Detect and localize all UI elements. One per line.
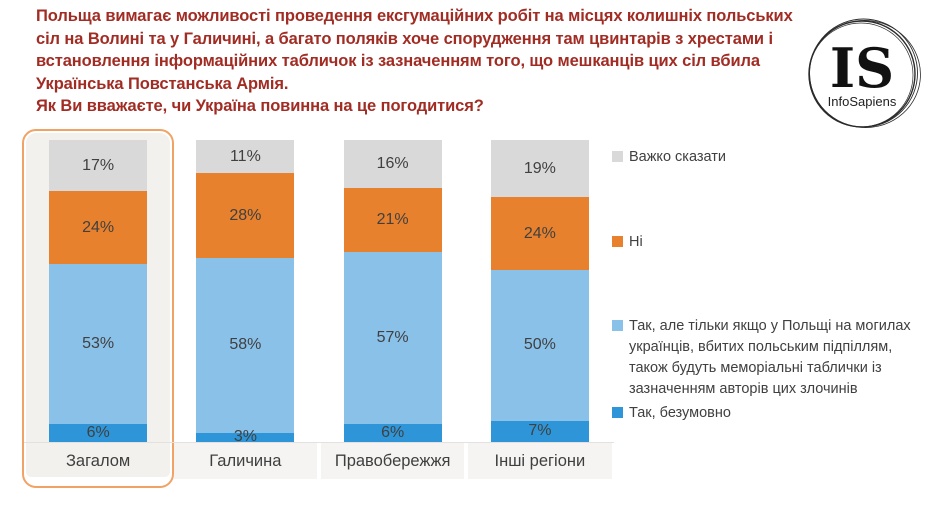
legend-item: Так, але тільки якщо у Польщі на могилах… bbox=[612, 316, 929, 400]
segment-value-label: 21% bbox=[376, 211, 409, 229]
logo-circle-icon: IS InfoSapiens bbox=[808, 18, 921, 128]
x-axis-line bbox=[24, 442, 614, 443]
bar-segment: 3% bbox=[196, 428, 295, 445]
segment-value-label: 11% bbox=[229, 147, 261, 165]
category-axis-labels: Загалом Галичина Правобережжя Інші регіони bbox=[25, 443, 614, 479]
question-line: Як Ви вважаєте, чи Україна повинна на це… bbox=[36, 97, 484, 116]
bar-column-1: 6% 53% 24% 17% bbox=[25, 140, 172, 442]
bar-segment: 24% bbox=[490, 197, 589, 270]
legend-label: Важко сказати bbox=[629, 149, 726, 165]
segment-value-label: 19% bbox=[523, 159, 556, 177]
bar-segment: 21% bbox=[343, 188, 442, 252]
bar-segment: 7% bbox=[490, 420, 589, 442]
bar-stack: 7% 50% 24% 19% bbox=[490, 140, 589, 442]
bar-stack: 3% 58% 28% 11% bbox=[196, 140, 295, 445]
segment-value-label: 3% bbox=[233, 428, 257, 446]
bar-column-2: 3% 58% 28% 11% bbox=[172, 140, 319, 445]
segment-value-label: 17% bbox=[82, 156, 115, 174]
bar-segment: 24% bbox=[49, 191, 148, 264]
segment-value-label: 50% bbox=[523, 336, 556, 354]
segment-value-label: 6% bbox=[86, 423, 110, 441]
legend-label: Так, але тільки якщо у Польщі на могилах… bbox=[629, 318, 911, 398]
category-label-3: Правобережжя bbox=[321, 443, 465, 479]
segment-value-label: 16% bbox=[376, 155, 409, 173]
bar-column-3: 6% 57% 21% 16% bbox=[319, 140, 466, 442]
category-label-1: Загалом bbox=[65, 451, 131, 470]
bar-segment: 28% bbox=[196, 173, 295, 258]
legend-swatch-icon bbox=[612, 407, 623, 418]
category-label-2: Галичина bbox=[173, 443, 317, 479]
bar-segment: 19% bbox=[490, 140, 589, 198]
bar-segment: 50% bbox=[490, 269, 589, 421]
question-statement: Польща вимагає можливості проведення екс… bbox=[36, 7, 793, 93]
legend-swatch-icon bbox=[612, 151, 623, 162]
bar-segment: 11% bbox=[196, 140, 295, 174]
legend-label: Так, безумовно bbox=[629, 405, 731, 421]
legend-swatch-icon bbox=[612, 236, 623, 247]
infosapiens-logo: IS InfoSapiens bbox=[797, 12, 937, 138]
bar-stack: 6% 53% 24% 17% bbox=[49, 140, 148, 442]
segment-value-label: 28% bbox=[229, 206, 262, 224]
bar-stack: 6% 57% 21% 16% bbox=[343, 140, 442, 442]
bar-segment: 16% bbox=[343, 140, 442, 189]
bar-segment: 53% bbox=[49, 263, 148, 424]
bar-segment: 17% bbox=[49, 140, 148, 192]
logo-name: InfoSapiens bbox=[828, 94, 897, 109]
bar-segment: 6% bbox=[49, 423, 148, 442]
segment-value-label: 57% bbox=[376, 328, 409, 346]
segment-value-label: 6% bbox=[381, 423, 405, 441]
segment-value-label: 24% bbox=[82, 218, 115, 236]
logo-initials: IS bbox=[830, 36, 894, 100]
bar-segment: 58% bbox=[196, 257, 295, 433]
segment-value-label: 24% bbox=[523, 224, 556, 242]
legend-item: Так, безумовно bbox=[612, 403, 929, 424]
legend-swatch-icon bbox=[612, 320, 623, 331]
stacked-bar-chart: 6% 53% 24% 17% 3% 58% 28% 11% 6% 57% 21% 16% 7% 50% 24… bbox=[25, 140, 614, 445]
bar-segment: 6% bbox=[343, 423, 442, 442]
bar-segment: 57% bbox=[343, 251, 442, 424]
legend-item: Важко сказати bbox=[612, 147, 929, 168]
category-label-4: Інші регіони bbox=[468, 443, 612, 479]
bar-column-4: 7% 50% 24% 19% bbox=[466, 140, 613, 442]
segment-value-label: 7% bbox=[528, 422, 552, 440]
segment-value-label: 53% bbox=[82, 334, 115, 352]
segment-value-label: 58% bbox=[229, 336, 262, 354]
legend-item: Ні bbox=[612, 232, 929, 253]
legend-label: Ні bbox=[629, 234, 643, 250]
survey-question-title: Польща вимагає можливості проведення екс… bbox=[36, 5, 794, 118]
